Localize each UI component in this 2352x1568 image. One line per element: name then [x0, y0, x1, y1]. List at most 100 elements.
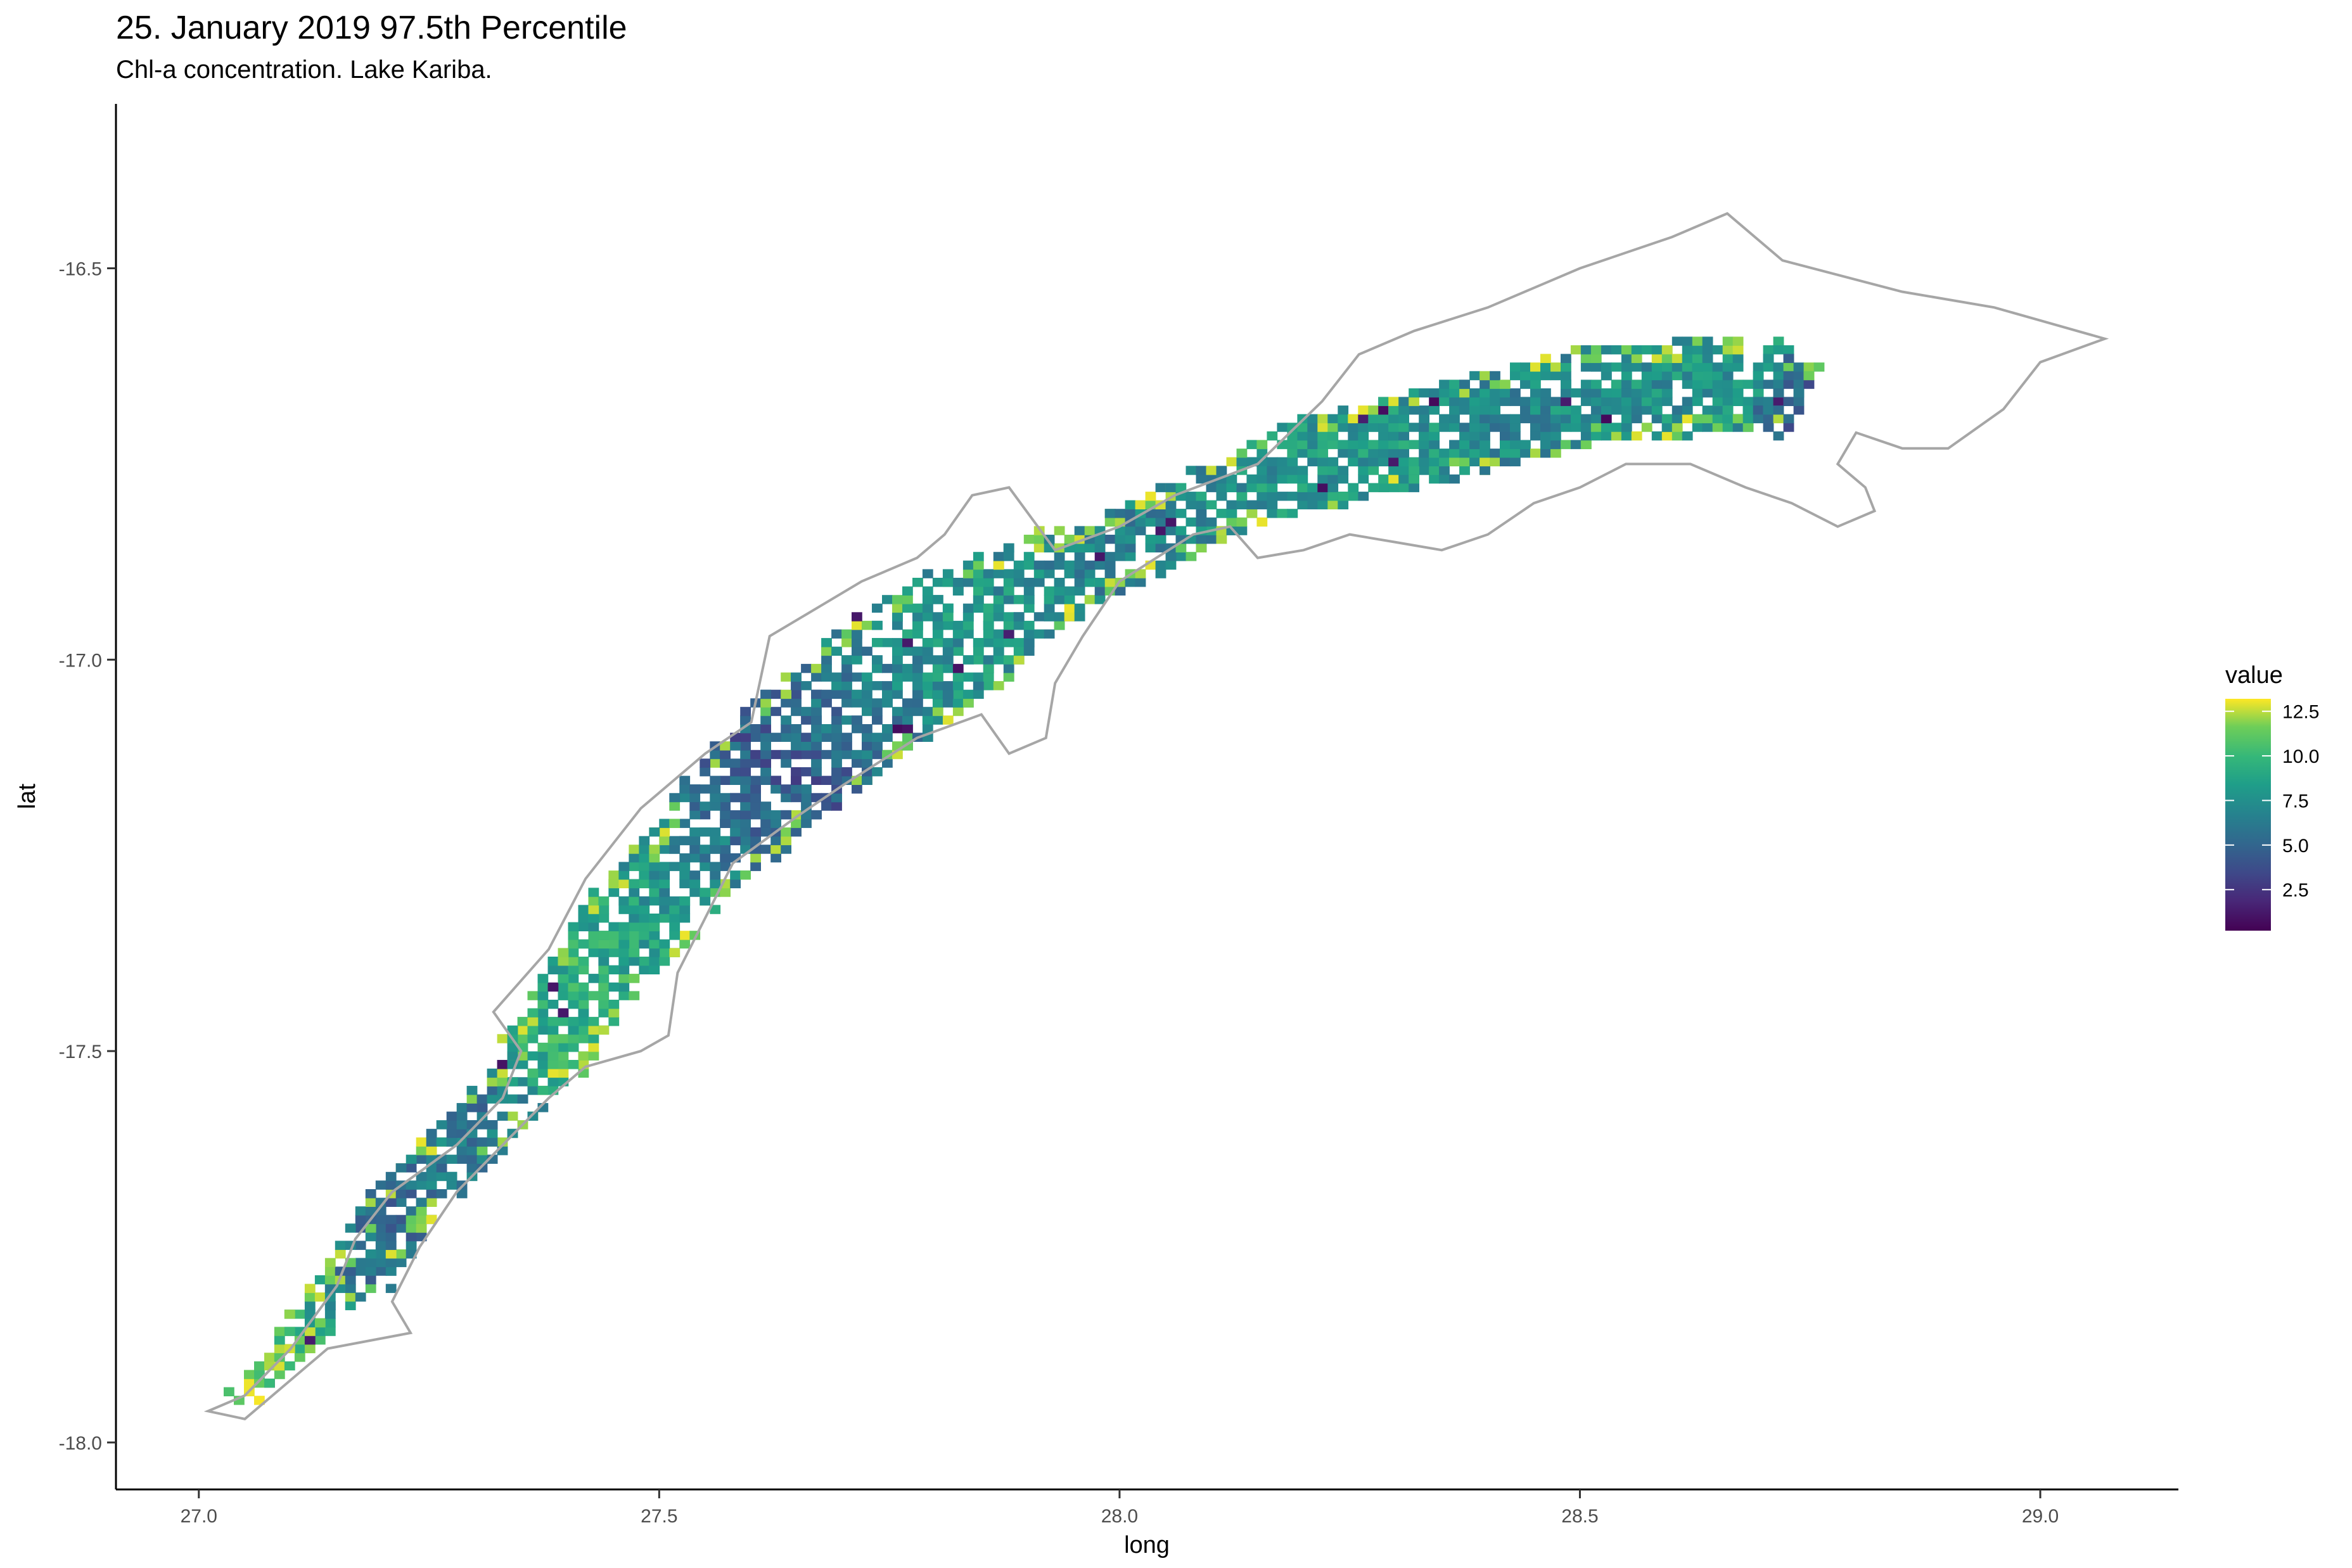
- raster-cell: [659, 845, 670, 854]
- raster-cell: [983, 638, 994, 647]
- raster-cell: [730, 836, 741, 846]
- raster-cell: [416, 1223, 427, 1233]
- raster-cell: [740, 827, 751, 837]
- raster-cell: [1490, 405, 1500, 415]
- raster-cell: [639, 853, 650, 863]
- raster-cell: [1702, 379, 1713, 389]
- raster-cell: [1520, 379, 1531, 389]
- raster-cell: [760, 698, 771, 708]
- raster-cell: [750, 732, 761, 742]
- raster-cell: [608, 1000, 620, 1009]
- raster-cell: [1661, 354, 1673, 363]
- raster-cell: [537, 1000, 549, 1009]
- raster-cell: [1246, 500, 1258, 509]
- raster-cell: [710, 749, 721, 760]
- raster-cell: [1429, 397, 1440, 406]
- raster-cell: [831, 775, 842, 785]
- raster-cell: [922, 586, 933, 596]
- raster-cell: [365, 1284, 376, 1293]
- raster-cell: [629, 896, 640, 906]
- raster-cell: [578, 1051, 589, 1061]
- raster-cell: [791, 749, 802, 760]
- raster-cell: [1023, 638, 1035, 647]
- raster-cell: [852, 620, 862, 630]
- raster-cell: [1540, 362, 1551, 372]
- raster-cell: [730, 827, 741, 837]
- raster-cell: [618, 982, 630, 992]
- raster-cell: [740, 715, 751, 725]
- raster-cell: [1480, 449, 1490, 458]
- raster-cell: [1449, 449, 1460, 458]
- raster-cell: [801, 741, 812, 751]
- raster-cell: [1256, 440, 1268, 449]
- raster-cell: [1702, 414, 1713, 424]
- raster-cell: [1409, 457, 1419, 467]
- raster-cell: [416, 1214, 427, 1225]
- raster-cell: [1540, 414, 1551, 424]
- raster-cell: [629, 914, 640, 923]
- raster-cell: [324, 1318, 336, 1328]
- raster-cell: [993, 638, 1004, 647]
- raster-cell: [629, 991, 640, 1000]
- raster-cell: [1712, 388, 1723, 398]
- raster-cell: [852, 758, 862, 768]
- raster-cell: [385, 1232, 397, 1242]
- raster-cell: [1044, 595, 1055, 604]
- raster-cell: [1783, 371, 1794, 381]
- raster-cell: [831, 758, 842, 768]
- raster-cell: [770, 732, 781, 742]
- raster-cell: [1196, 517, 1207, 527]
- raster-cell: [1682, 414, 1693, 424]
- raster-cell: [517, 1077, 528, 1087]
- raster-cell: [902, 638, 913, 647]
- raster-cell: [456, 1120, 468, 1130]
- raster-cell: [1186, 500, 1197, 509]
- raster-cell: [497, 1111, 508, 1121]
- raster-cell: [1621, 423, 1632, 432]
- raster-cell: [1803, 371, 1815, 381]
- raster-cell: [1155, 509, 1166, 518]
- raster-cell: [1561, 405, 1571, 415]
- raster-cell: [1570, 388, 1582, 398]
- raster-cell: [760, 758, 771, 768]
- raster-cell: [912, 578, 923, 587]
- raster-cell: [1398, 449, 1409, 458]
- raster-cell: [1388, 405, 1399, 415]
- raster-cell: [1297, 483, 1308, 492]
- raster-cell: [1651, 388, 1663, 398]
- raster-cell: [1469, 405, 1480, 415]
- raster-cell: [1439, 423, 1450, 432]
- raster-cell: [426, 1171, 437, 1182]
- raster-cell: [324, 1258, 336, 1268]
- raster-cell: [1590, 345, 1602, 355]
- raster-cell: [527, 1025, 539, 1035]
- raster-cell: [1651, 431, 1663, 441]
- raster-cell: [892, 655, 903, 665]
- raster-cell: [1155, 543, 1166, 552]
- raster-cell: [1753, 379, 1764, 389]
- raster-cell: [304, 1344, 316, 1353]
- raster-cell: [1358, 457, 1369, 467]
- raster-cell: [588, 931, 599, 940]
- raster-cell: [1236, 457, 1248, 467]
- raster-cell: [791, 819, 802, 828]
- raster-cell: [750, 784, 761, 794]
- y-axis-ticks: -16.5 -17.0 -17.5 -18.0: [59, 258, 116, 1454]
- raster-cell: [1256, 466, 1268, 475]
- raster-cell: [537, 974, 549, 983]
- raster-cell: [862, 672, 872, 682]
- raster-cell: [852, 689, 862, 699]
- raster-cell: [730, 819, 741, 828]
- raster-cell: [517, 1017, 528, 1026]
- raster-cell: [1439, 414, 1450, 424]
- raster-cell: [922, 603, 933, 613]
- raster-cell: [770, 845, 781, 854]
- raster-cell: [1580, 388, 1592, 398]
- raster-cell: [284, 1361, 295, 1371]
- raster-cell: [1104, 578, 1116, 587]
- raster-cell: [1773, 414, 1784, 424]
- raster-cell: [436, 1120, 447, 1130]
- raster-cell: [912, 663, 923, 673]
- raster-cell: [1378, 431, 1389, 441]
- raster-cell: [568, 931, 579, 940]
